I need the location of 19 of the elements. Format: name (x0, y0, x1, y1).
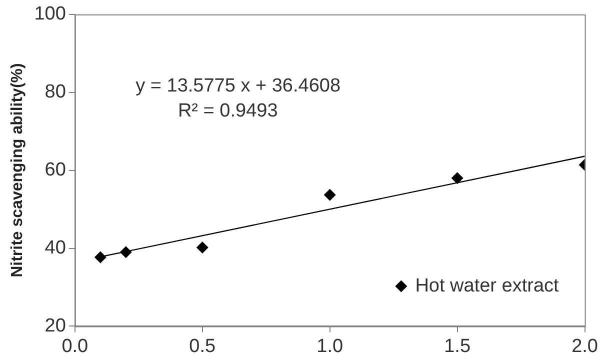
y-tick-label: 60 (44, 160, 66, 181)
x-tick-label: 2.0 (572, 336, 598, 357)
x-tick-label: 1.5 (444, 336, 471, 357)
point (324, 188, 336, 201)
y-tick-label: 100 (34, 4, 66, 25)
point (94, 251, 106, 264)
point (120, 246, 132, 258)
y-tick-label: 80 (44, 82, 66, 103)
point (196, 241, 208, 254)
y-tick-label: 20 (44, 315, 66, 336)
y-axis-title: Nitrite scavenging ability(%) (9, 63, 26, 278)
legend-label: Hot water extract (415, 275, 560, 296)
y-tick-label: 40 (44, 237, 66, 258)
point (451, 172, 464, 184)
annotation: y = 13.5775 x + 36.4608 (136, 76, 341, 97)
annotation: R² = 0.9493 (178, 100, 278, 122)
x-tick-label: 0.5 (189, 336, 216, 357)
x-tick-label: 1.0 (316, 336, 344, 357)
x-tick-label: 0.0 (62, 336, 88, 357)
